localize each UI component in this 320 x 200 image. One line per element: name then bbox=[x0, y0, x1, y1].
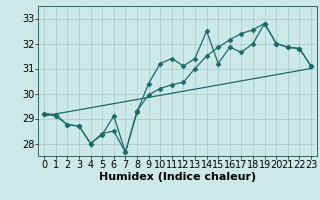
X-axis label: Humidex (Indice chaleur): Humidex (Indice chaleur) bbox=[99, 172, 256, 182]
